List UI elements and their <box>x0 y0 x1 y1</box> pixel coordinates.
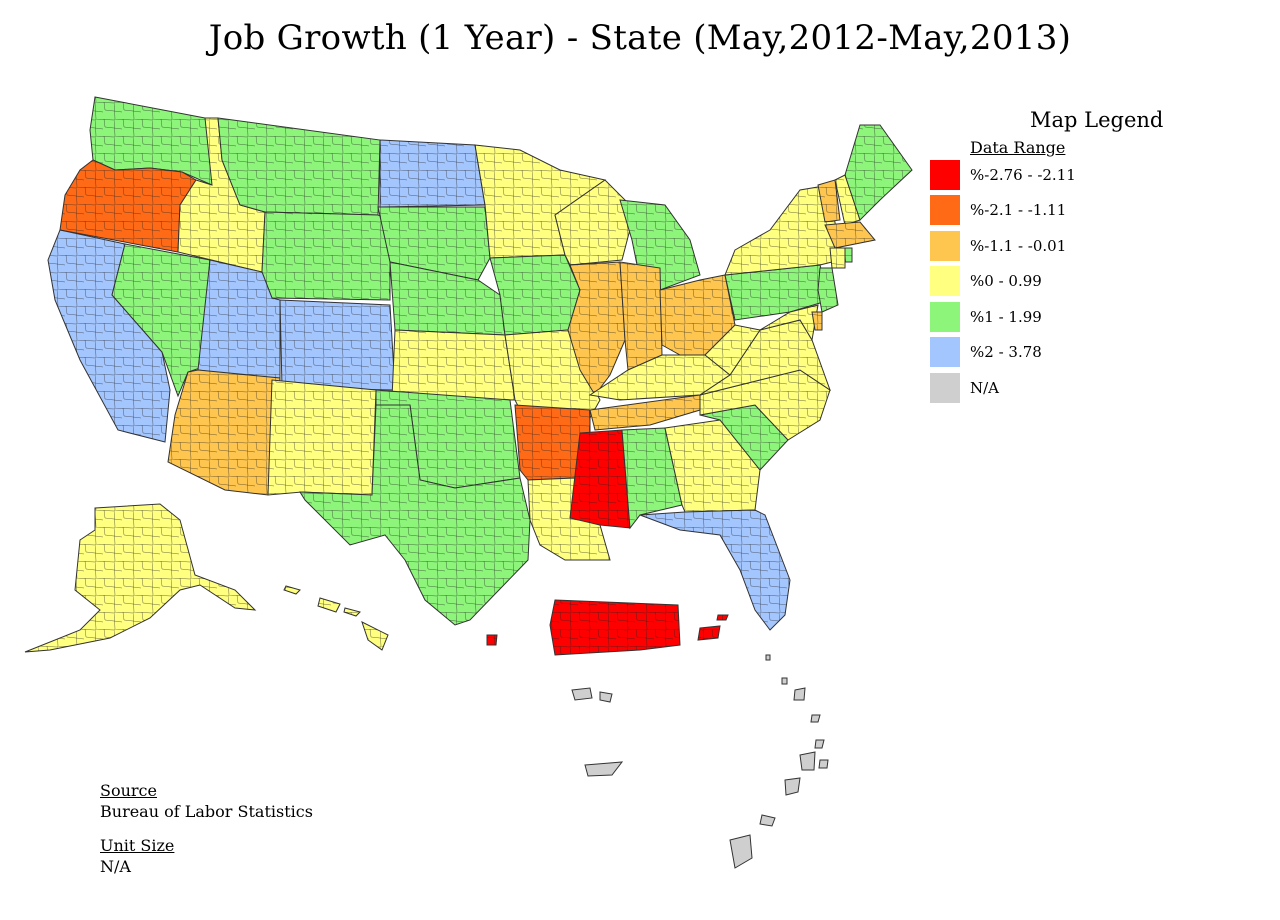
county-lines <box>760 305 818 340</box>
map-title: Job Growth (1 Year) - State (May,2012-Ma… <box>208 18 1072 58</box>
legend-item: %-2.1 - -1.11 <box>930 193 1190 229</box>
county-lines <box>60 160 196 252</box>
county-lines <box>725 185 840 275</box>
legend-swatch <box>930 301 960 332</box>
county-lines <box>48 230 170 442</box>
county-lines <box>568 262 625 395</box>
legend-swatch <box>930 159 960 190</box>
county-lines <box>700 405 788 470</box>
county-lines <box>280 300 395 390</box>
county-lines <box>705 325 760 375</box>
county-lines <box>570 430 630 528</box>
county-lines <box>378 207 490 280</box>
legend-label: %-2.76 - -2.11 <box>970 165 1076 184</box>
legend-label: %0 - 0.99 <box>970 272 1042 291</box>
legend-subtitle: Data Range <box>970 138 1066 157</box>
county-lines <box>818 180 840 222</box>
legend-swatch <box>930 372 960 403</box>
county-lines <box>25 504 255 652</box>
county-lines <box>262 212 390 300</box>
county-lines <box>845 125 912 220</box>
county-lines <box>178 118 265 272</box>
county-lines <box>380 140 485 207</box>
county-lines <box>590 355 730 400</box>
legend-swatch <box>930 230 960 261</box>
map-legend: Map Legend Data Range %-2.76 - -2.11 %-2.… <box>930 108 1190 406</box>
legend-item: %0 - 0.99 <box>930 264 1190 300</box>
county-lines <box>218 118 380 215</box>
county-lines <box>112 244 210 396</box>
county-lines <box>620 262 662 370</box>
legend-swatch <box>930 337 960 368</box>
county-lines <box>665 420 760 512</box>
county-lines <box>845 248 852 262</box>
county-lines <box>90 97 218 185</box>
legend-item: %2 - 3.78 <box>930 335 1190 371</box>
county-lines <box>528 478 610 560</box>
state-pac <box>571 654 829 869</box>
legend-label: %2 - 3.78 <box>970 343 1042 362</box>
county-lines <box>490 255 580 335</box>
county-lines <box>725 265 830 320</box>
county-lines <box>376 390 520 488</box>
legend-label: %1 - 1.99 <box>970 307 1042 326</box>
legend-item: %-2.76 - -2.11 <box>930 157 1190 193</box>
county-lines <box>392 330 515 400</box>
unit-size-block: Unit Size N/A <box>100 835 174 877</box>
source-heading: Source <box>100 781 157 800</box>
county-lines <box>555 180 635 265</box>
legend-label: %-2.1 - -1.11 <box>970 201 1067 220</box>
county-lines <box>660 275 735 355</box>
legend-swatch <box>930 266 960 297</box>
county-lines <box>390 262 505 335</box>
legend-item: %-1.1 - -0.01 <box>930 228 1190 264</box>
legend-item: %1 - 1.99 <box>930 299 1190 335</box>
legend-label: N/A <box>970 378 1000 397</box>
county-lines <box>475 145 605 258</box>
source-value: Bureau of Labor Statistics <box>100 802 313 821</box>
county-lines <box>590 390 720 430</box>
county-lines <box>268 380 376 495</box>
legend-swatch <box>930 195 960 226</box>
legend-title: Map Legend <box>1030 108 1164 132</box>
county-lines <box>700 320 830 395</box>
county-lines <box>168 370 280 495</box>
legend-label: %-1.1 - -0.01 <box>970 236 1067 255</box>
legend-item: N/A <box>930 370 1190 406</box>
county-lines <box>835 175 860 225</box>
county-lines <box>622 428 682 528</box>
county-lines <box>818 268 838 312</box>
county-lines <box>198 260 280 380</box>
county-lines <box>300 405 530 625</box>
county-lines <box>515 405 590 480</box>
county-lines <box>830 248 845 268</box>
county-lines <box>284 586 388 650</box>
county-lines <box>640 510 790 630</box>
unit-size-heading: Unit Size <box>100 836 175 855</box>
source-block: Source Bureau of Labor Statistics <box>100 780 313 822</box>
county-lines <box>550 600 680 655</box>
county-lines <box>825 222 875 248</box>
county-lines <box>700 370 830 440</box>
unit-size-value: N/A <box>100 857 131 876</box>
county-lines <box>812 312 822 330</box>
